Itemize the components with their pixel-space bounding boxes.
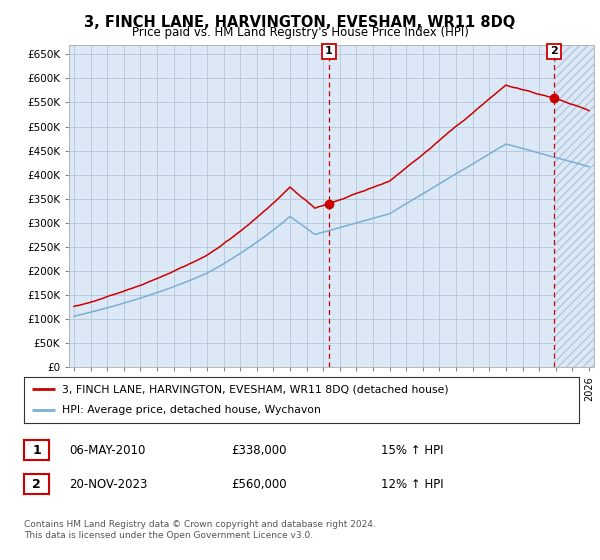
Text: 20-NOV-2023: 20-NOV-2023: [69, 478, 148, 491]
Text: 2: 2: [550, 46, 558, 57]
Text: 2: 2: [32, 478, 41, 491]
Bar: [554, 45, 594, 367]
Text: 3, FINCH LANE, HARVINGTON, EVESHAM, WR11 8DQ: 3, FINCH LANE, HARVINGTON, EVESHAM, WR11…: [85, 15, 515, 30]
Text: 06-MAY-2010: 06-MAY-2010: [69, 444, 145, 457]
Text: Price paid vs. HM Land Registry's House Price Index (HPI): Price paid vs. HM Land Registry's House …: [131, 26, 469, 39]
Text: £338,000: £338,000: [231, 444, 287, 457]
Text: 3, FINCH LANE, HARVINGTON, EVESHAM, WR11 8DQ (detached house): 3, FINCH LANE, HARVINGTON, EVESHAM, WR11…: [62, 384, 448, 394]
Text: 1: 1: [32, 444, 41, 457]
Text: 15% ↑ HPI: 15% ↑ HPI: [381, 444, 443, 457]
Text: 1: 1: [325, 46, 333, 57]
Text: £560,000: £560,000: [231, 478, 287, 491]
Text: HPI: Average price, detached house, Wychavon: HPI: Average price, detached house, Wych…: [62, 405, 320, 416]
Text: 12% ↑ HPI: 12% ↑ HPI: [381, 478, 443, 491]
Text: Contains HM Land Registry data © Crown copyright and database right 2024.
This d: Contains HM Land Registry data © Crown c…: [24, 520, 376, 540]
